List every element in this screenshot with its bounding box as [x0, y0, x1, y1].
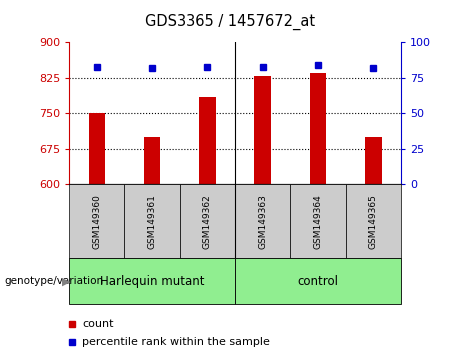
Bar [124, 184, 180, 258]
Bar [199, 97, 216, 184]
Text: GSM149360: GSM149360 [92, 194, 101, 249]
Text: ▶: ▶ [62, 276, 71, 286]
Bar [180, 184, 235, 258]
Text: GSM149365: GSM149365 [369, 194, 378, 249]
Bar [144, 137, 160, 184]
Bar [89, 113, 105, 184]
Bar [310, 73, 326, 184]
Bar [235, 258, 401, 304]
Text: GSM149364: GSM149364 [313, 194, 323, 249]
Bar [69, 184, 124, 258]
Bar [346, 184, 401, 258]
Bar [254, 76, 271, 184]
Bar [365, 137, 382, 184]
Bar [69, 258, 235, 304]
Text: count: count [83, 319, 114, 329]
Text: GSM149362: GSM149362 [203, 194, 212, 249]
Text: control: control [298, 275, 338, 288]
Text: percentile rank within the sample: percentile rank within the sample [83, 337, 270, 348]
Text: Harlequin mutant: Harlequin mutant [100, 275, 204, 288]
Text: GSM149363: GSM149363 [258, 194, 267, 249]
Text: genotype/variation: genotype/variation [5, 276, 104, 286]
Text: GSM149361: GSM149361 [148, 194, 157, 249]
Bar [290, 184, 346, 258]
Text: GDS3365 / 1457672_at: GDS3365 / 1457672_at [145, 14, 316, 30]
Bar [235, 184, 290, 258]
